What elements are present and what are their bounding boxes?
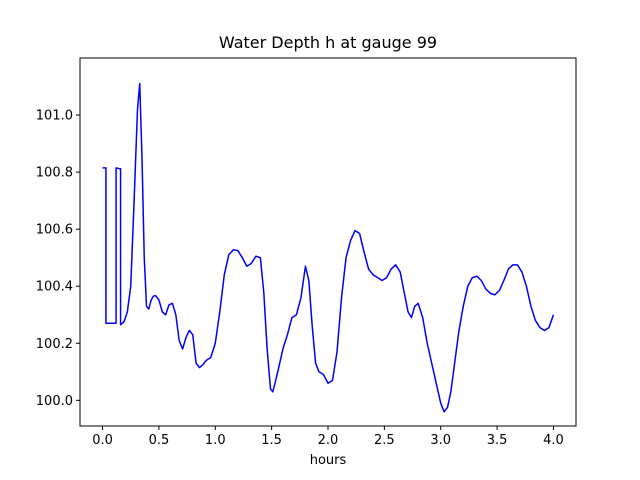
x-tick-label: 0.5 xyxy=(149,433,170,448)
x-tick-label: 1.0 xyxy=(205,433,226,448)
x-tick-label: 1.5 xyxy=(261,433,282,448)
x-tick-label: 4.0 xyxy=(543,433,564,448)
x-tick-label: 2.0 xyxy=(318,433,339,448)
x-tick-label: 3.0 xyxy=(430,433,451,448)
x-tick-label: 3.5 xyxy=(487,433,508,448)
series-line xyxy=(102,82,555,413)
axis-ticks: 0.0 0.5 1.0 1.5 2.0 2.5 3.0 3.5 4.0 100.0 100.2 100… xyxy=(36,109,564,448)
y-tick-label: 100.2 xyxy=(36,337,73,352)
y-tick-label: 101.0 xyxy=(36,109,73,124)
y-tick-label: 100.0 xyxy=(36,394,73,409)
x-tick-label: 0.0 xyxy=(92,433,113,448)
plot-area xyxy=(80,58,576,426)
x-tick-label: 2.5 xyxy=(374,433,395,448)
y-tick-label: 100.4 xyxy=(36,280,73,295)
chart-title: Water Depth h at gauge 99 xyxy=(218,33,438,52)
x-axis-label: hours xyxy=(309,453,347,468)
plot-frame xyxy=(79,57,577,427)
y-tick-label: 100.8 xyxy=(36,166,73,181)
y-tick-label: 100.6 xyxy=(36,223,73,238)
